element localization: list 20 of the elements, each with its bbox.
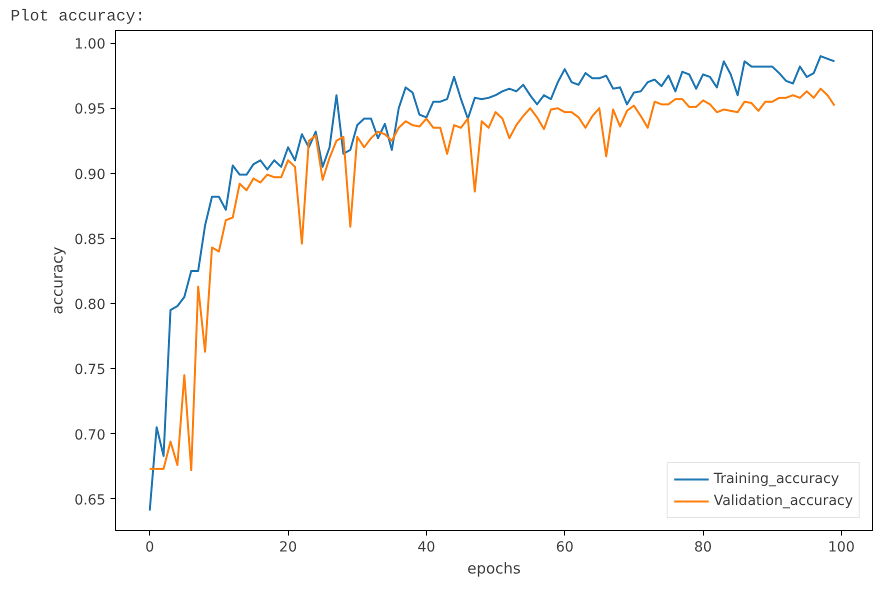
x-tick-label: 60: [556, 540, 574, 556]
x-tick-label: 100: [828, 540, 855, 556]
legend-label: Validation_accuracy: [714, 493, 853, 509]
x-tick-label: 20: [279, 540, 297, 556]
x-tick-label: 0: [145, 540, 154, 556]
y-axis-title: accuracy: [48, 246, 66, 314]
y-tick-label: 0.75: [74, 362, 106, 378]
x-tick-label: 80: [694, 540, 712, 556]
legend-label: Training_accuracy: [714, 471, 840, 487]
y-tick-label: 0.80: [74, 297, 106, 314]
y-tick-label: 0.95: [74, 102, 106, 118]
y-tick-label: 0.70: [74, 427, 106, 444]
x-axis-title: epochs: [467, 560, 521, 578]
x-tick-label: 40: [417, 540, 436, 556]
y-tick-label: 0.85: [74, 232, 106, 248]
chart-title: Plot accuracy:: [10, 8, 145, 26]
y-tick-label: 0.90: [74, 166, 106, 183]
y-tick-label: 1.00: [74, 36, 106, 53]
line-series: [148, 88, 836, 472]
y-tick-label: 0.65: [74, 492, 106, 508]
